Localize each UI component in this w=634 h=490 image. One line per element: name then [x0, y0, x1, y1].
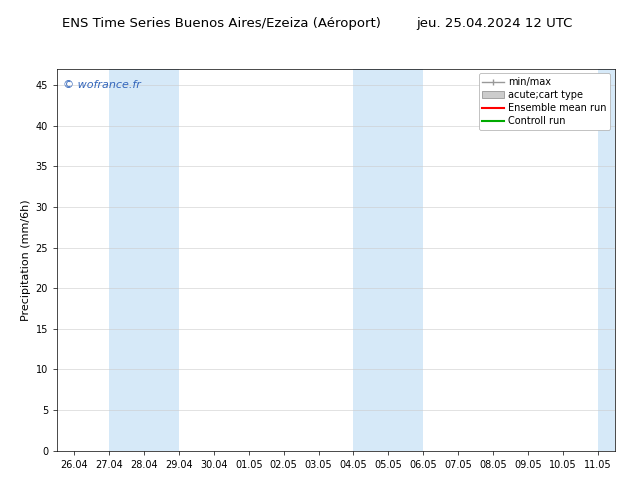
Y-axis label: Precipitation (mm/6h): Precipitation (mm/6h)	[22, 199, 31, 320]
Bar	[110, 69, 179, 451]
Text: jeu. 25.04.2024 12 UTC: jeu. 25.04.2024 12 UTC	[417, 17, 573, 30]
Bar	[598, 69, 619, 451]
Text: ENS Time Series Buenos Aires/Ezeiza (Aéroport): ENS Time Series Buenos Aires/Ezeiza (Aér…	[63, 17, 381, 30]
Legend: min/max, acute;cart type, Ensemble mean run, Controll run: min/max, acute;cart type, Ensemble mean …	[479, 74, 610, 130]
Text: © wofrance.fr: © wofrance.fr	[63, 80, 141, 90]
Bar	[354, 69, 424, 451]
